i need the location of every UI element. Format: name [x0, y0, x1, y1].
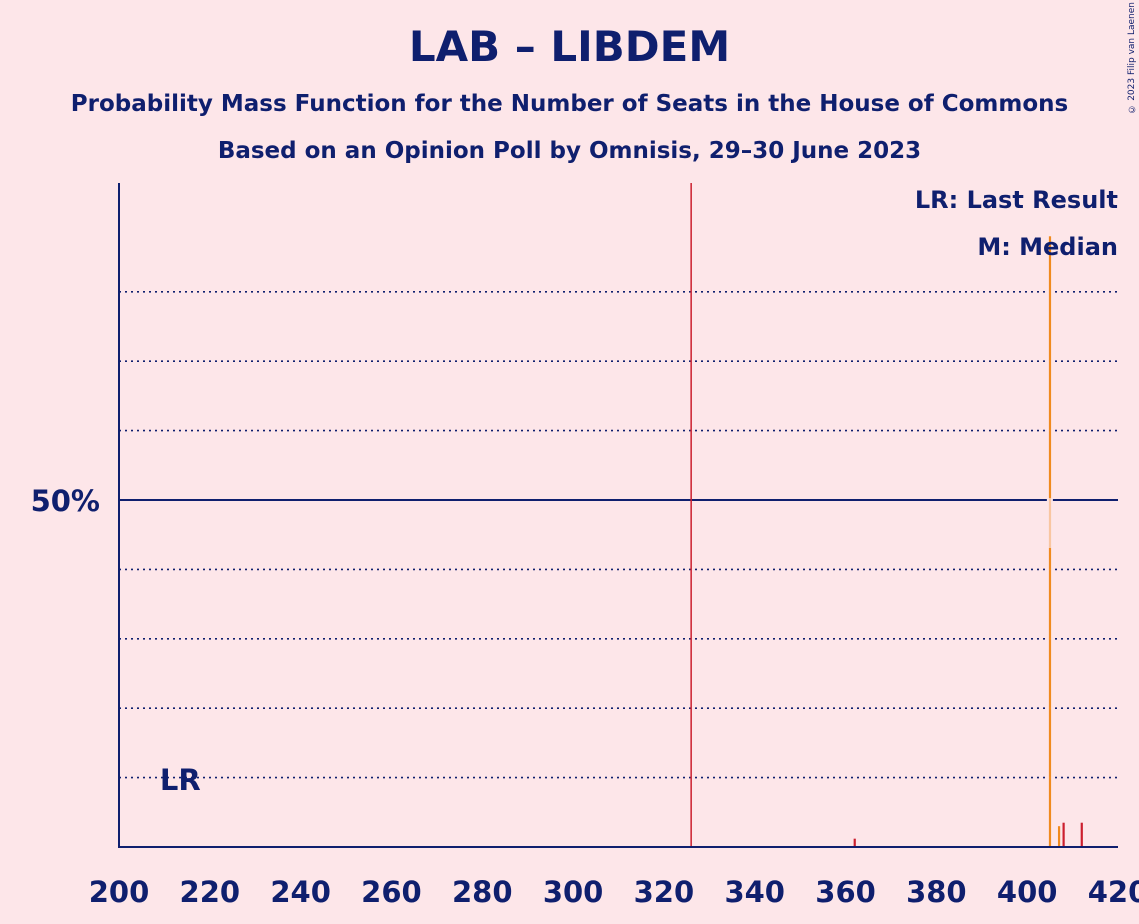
chart-title: LAB – LIBDEM	[408, 22, 731, 71]
legend-last-result: LR: Last Result	[914, 186, 1118, 214]
last-result-label: LR	[160, 763, 201, 797]
x-tick-label-380: 380	[906, 875, 967, 909]
tick-labels: 200 220 240 260 280 300 320 340 360 380 400 420 50% L…	[31, 484, 1139, 909]
median-marker-gap	[1046, 498, 1053, 548]
bar-seat-412	[1080, 822, 1083, 847]
bar-seat-408	[1062, 822, 1065, 847]
chart-subtitle-pmf: Probability Mass Function for the Number…	[70, 91, 1069, 117]
x-tick-label-260: 260	[361, 875, 422, 909]
x-tick-label-420: 420	[1088, 875, 1139, 909]
bar-seat-362	[853, 838, 856, 847]
median-marker	[1048, 498, 1052, 548]
x-tick-label-360: 360	[815, 875, 876, 909]
x-tick-label-340: 340	[724, 875, 785, 909]
axes	[118, 183, 1118, 848]
chart-subtitle-poll: Based on an Opinion Poll by Omnisis, 29–…	[217, 138, 922, 164]
x-tick-label-300: 300	[543, 875, 604, 909]
x-tick-label-400: 400	[997, 875, 1058, 909]
x-tick-label-320: 320	[634, 875, 695, 909]
bars	[853, 236, 1083, 847]
x-tick-label-200: 200	[89, 875, 150, 909]
x-tick-label-240: 240	[270, 875, 331, 909]
gridlines	[119, 183, 1118, 847]
bar-seat-407	[1057, 826, 1061, 847]
x-tick-label-220: 220	[180, 875, 241, 909]
legend-median: M: Median	[977, 233, 1118, 261]
x-tick-label-280: 280	[452, 875, 513, 909]
y-tick-label-50: 50%	[31, 484, 100, 518]
